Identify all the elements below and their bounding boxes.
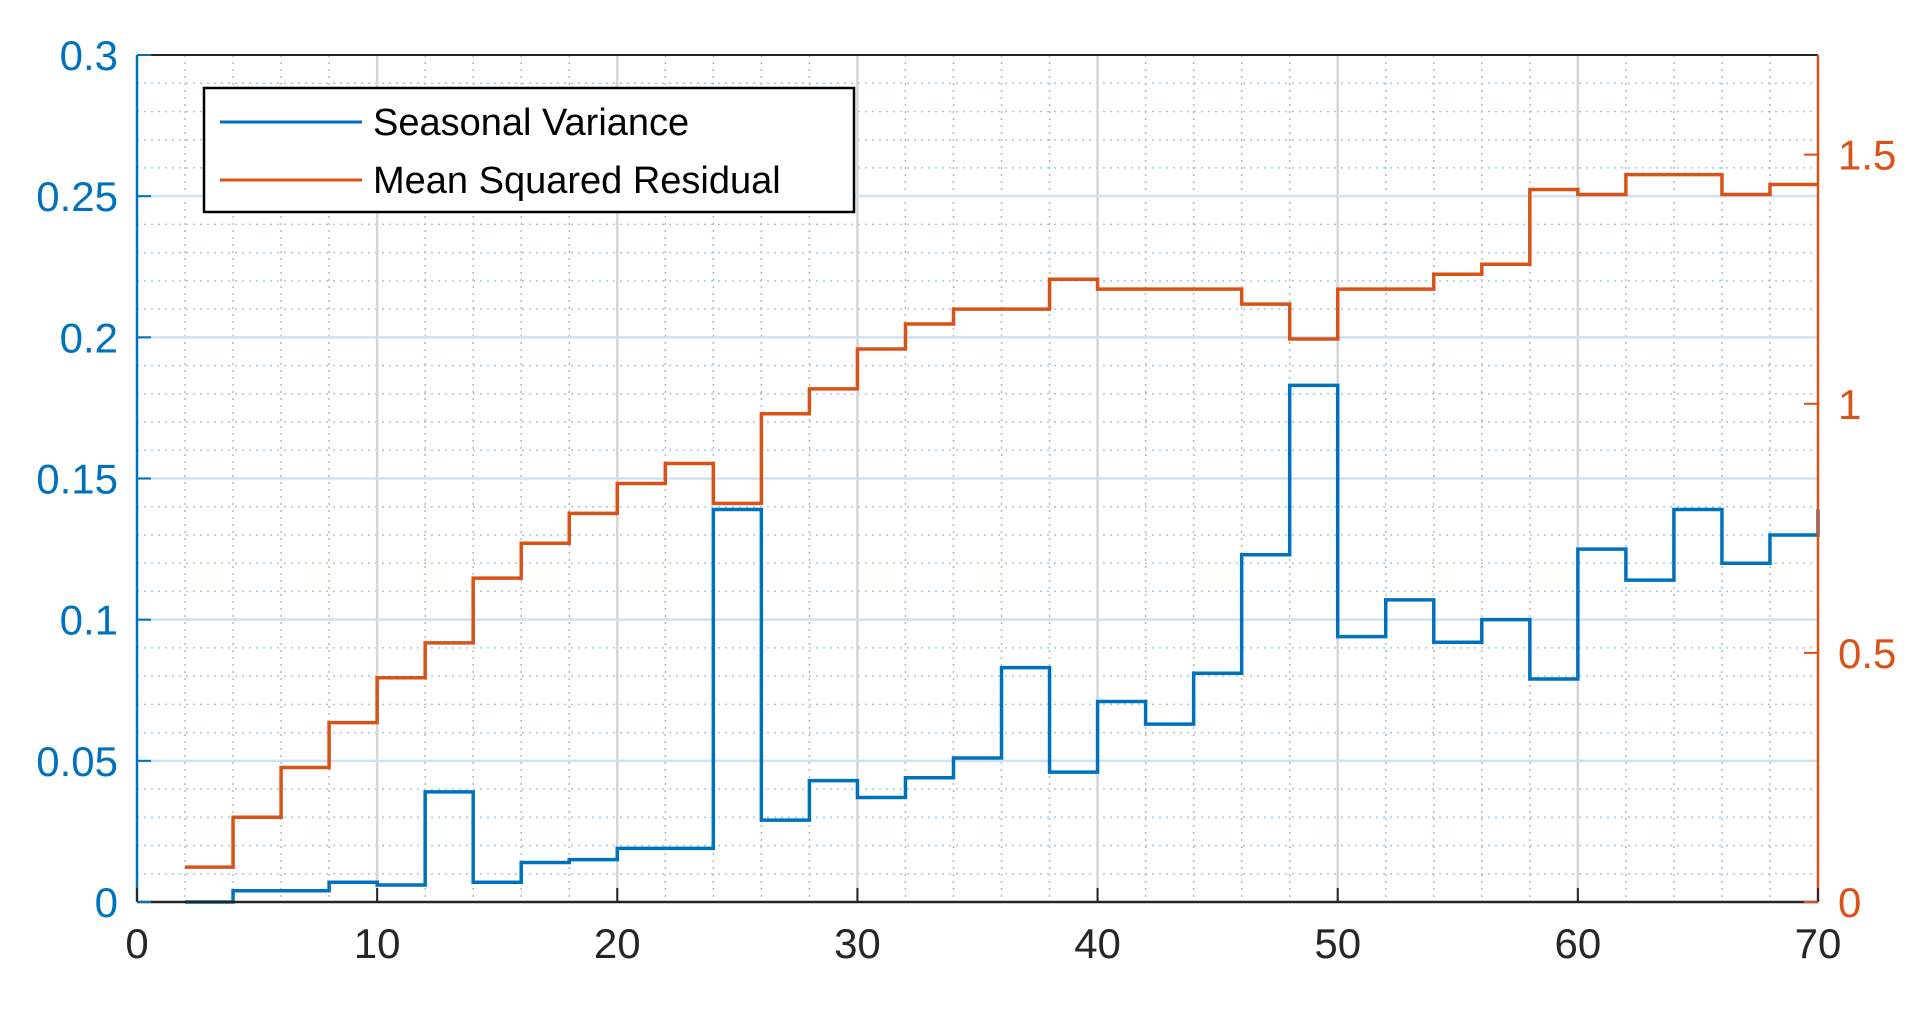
tick-labels: 0 10 20 30 40 50 60 7000.050.10.150.20.250.300.… xyxy=(36,32,1896,967)
y-right-tick-label: 0 xyxy=(1838,879,1861,926)
axes xyxy=(135,54,1820,904)
series-line-seasonal-variance xyxy=(185,383,1820,904)
y-left-tick-label: 0 xyxy=(95,879,118,926)
y-left-tick-label: 0.25 xyxy=(36,173,118,220)
x-tick-label: 50 xyxy=(1314,920,1361,967)
x-tick-label: 30 xyxy=(834,920,881,967)
series-line-mean-squared-residual xyxy=(185,172,1818,869)
legend: Seasonal Variance Mean Squared Residual xyxy=(202,86,856,214)
x-tick-label: 60 xyxy=(1554,920,1601,967)
y-left-tick-label: 0.15 xyxy=(36,456,118,503)
y-right-tick-label: 1.5 xyxy=(1838,132,1896,179)
x-tick-label: 40 xyxy=(1074,920,1121,967)
y-left-tick-label: 0.05 xyxy=(36,738,118,785)
x-tick-label: 70 xyxy=(1795,920,1842,967)
x-tick-label: 10 xyxy=(354,920,401,967)
y-left-tick-label: 0.1 xyxy=(60,597,118,644)
y-right-tick-label: 1 xyxy=(1838,381,1861,428)
y-left-tick-label: 0.2 xyxy=(60,314,118,361)
legend-label-seasonal-variance: Seasonal Variance xyxy=(373,102,689,144)
y-right-tick-label: 0.5 xyxy=(1838,630,1896,677)
x-tick-label: 0 xyxy=(125,920,148,967)
series-layer xyxy=(185,172,1820,904)
legend-label-mean-squared-residual: Mean Squared Residual xyxy=(373,160,781,202)
legend-box xyxy=(202,86,856,214)
x-tick-label: 20 xyxy=(594,920,641,967)
y-left-tick-label: 0.3 xyxy=(60,32,118,79)
